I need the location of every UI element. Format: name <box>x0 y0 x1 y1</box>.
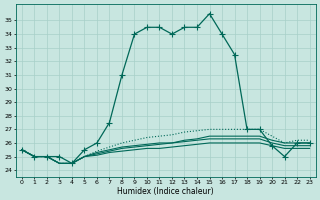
X-axis label: Humidex (Indice chaleur): Humidex (Indice chaleur) <box>117 187 214 196</box>
